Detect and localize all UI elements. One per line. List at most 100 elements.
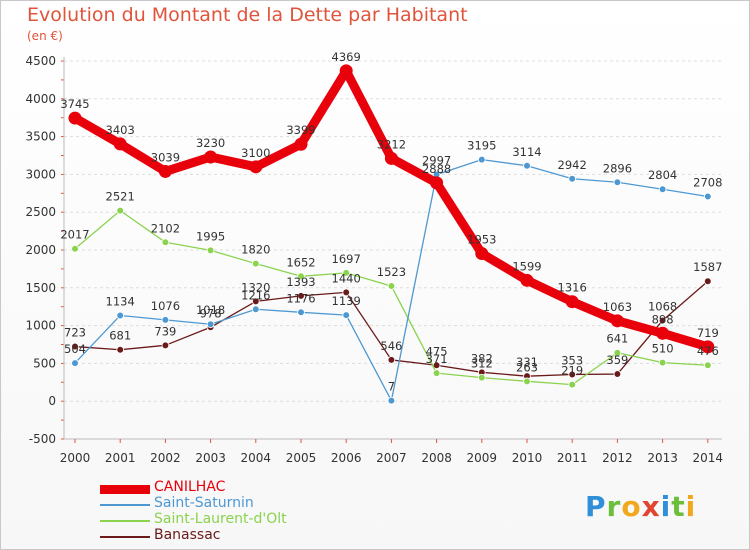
x-tick-label: 2008 [421,451,452,465]
data-point [116,345,124,354]
data-point [116,206,124,215]
data-point [206,320,215,329]
data-point [252,259,260,268]
data-point [113,137,127,151]
y-tick-label: 1500 [25,281,56,295]
proxiti-logo: Proxiti [585,490,696,523]
data-point [342,269,351,277]
x-tick-label: 2002 [150,451,181,465]
legend-swatch [100,520,150,522]
x-tick-label: 2011 [557,451,588,465]
data-point [568,370,576,379]
data-label: 3039 [151,150,180,164]
data-label: 1587 [693,260,722,274]
legend-label: CANILHAC [154,479,226,495]
logo-letter: P [585,490,607,523]
data-label: 1953 [467,233,496,247]
y-tick-label: 0 [48,394,56,408]
data-label: 476 [697,344,719,358]
data-label: 1134 [106,294,135,308]
data-label: 2708 [693,175,722,189]
data-point [701,340,715,354]
data-point [206,246,215,255]
data-label: 4369 [332,50,361,64]
data-point [703,277,712,286]
legend-label: Saint-Saturnin [154,495,254,511]
data-label: 1440 [332,271,361,285]
data-point [297,292,305,300]
axis-layer: -500 0 500 1000 1500 2000 2500 3000 3500 4000 4500… [25,54,723,465]
y-tick-label: 3000 [25,167,56,181]
data-label: 2888 [422,162,451,176]
data-point [658,185,667,194]
data-label: 2997 [422,154,451,168]
y-tick-label: -500 [29,432,56,446]
data-label: 3100 [241,146,270,160]
data-label: 3403 [106,123,135,137]
data-point [297,308,305,317]
data-point [71,342,79,351]
data-label: 1995 [196,229,225,243]
logo-letter: i [660,490,672,523]
x-tick-label: 2010 [512,451,543,465]
data-label: 739 [154,324,176,338]
data-point [656,326,670,340]
data-point [342,288,351,297]
chart-unit-label: (en €) [27,29,63,43]
data-point [703,192,712,201]
data-label: 219 [561,364,583,378]
y-tick-label: 2500 [25,205,56,219]
data-point [161,238,170,247]
data-point [68,111,82,125]
data-label: 1176 [286,291,315,305]
data-point [387,356,396,364]
data-label: 3114 [512,145,541,159]
legend-swatch [100,536,150,538]
data-label: 510 [652,342,674,356]
data-label: 1139 [332,294,361,308]
data-label: 681 [109,329,131,343]
data-label: 3230 [196,136,225,150]
data-point [430,176,444,190]
data-point [252,297,260,306]
y-tick-label: 2000 [25,243,56,257]
data-label: 1393 [286,275,315,289]
data-point [116,311,124,320]
data-point [297,272,305,281]
data-label: 1523 [377,265,406,279]
data-label: 1018 [196,303,225,317]
data-label: 2896 [603,161,632,175]
data-label: 641 [606,332,628,346]
data-label-layer: 3745 3403 3039 3230 3100 3399 4369 3212 2888 1953… [60,50,722,394]
chart-title: Evolution du Montant de la Dette par Hab… [27,4,468,26]
data-point [658,316,667,325]
data-label: 263 [516,360,538,374]
x-tick-label: 2009 [467,451,498,465]
data-point [658,358,667,367]
data-point [342,311,351,319]
data-label: 2017 [60,228,89,242]
data-label: 371 [426,352,448,366]
x-tick-label: 2003 [195,451,226,465]
data-point [387,282,396,290]
data-point [249,160,263,174]
data-label: 3399 [286,123,315,137]
x-tick-label: 2007 [376,451,407,465]
data-label: 353 [561,354,583,368]
legend-label: Saint-Laurent-d'Olt [154,511,287,527]
x-tick-label: 2005 [286,451,317,465]
data-point [610,314,624,328]
data-label: 359 [606,353,628,367]
x-tick-label: 2014 [693,451,724,465]
logo-letter: o [621,490,642,523]
data-label: 3745 [60,97,89,111]
data-point [158,164,172,178]
x-tick-label: 2000 [60,451,91,465]
data-point [520,273,534,287]
y-tick-label: 4000 [25,92,56,106]
legend-swatch [100,504,150,506]
data-label: 1068 [648,299,677,313]
data-point [477,155,486,164]
